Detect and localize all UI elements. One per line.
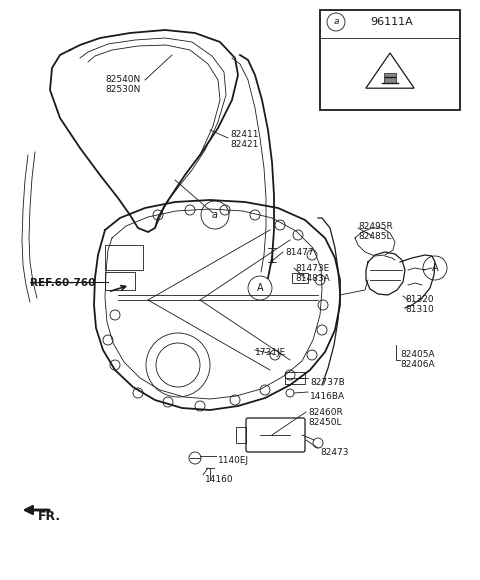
Text: 82405A
82406A: 82405A 82406A [400, 350, 434, 369]
Text: 82411
82421: 82411 82421 [230, 130, 259, 150]
Text: 1416BA: 1416BA [310, 392, 345, 401]
Text: 82540N
82530N: 82540N 82530N [105, 75, 140, 95]
Text: 96111A: 96111A [370, 17, 413, 27]
Text: A: A [257, 283, 264, 293]
Text: 1731JE: 1731JE [255, 348, 286, 357]
Bar [292, 273, 308, 283]
Text: 81320
81310: 81320 81310 [405, 295, 434, 314]
Bar [320, 10, 460, 110]
Text: 82460R
82450L: 82460R 82450L [308, 408, 343, 427]
Text: A: A [432, 263, 438, 273]
Text: a: a [333, 17, 339, 27]
Text: 14160: 14160 [205, 475, 234, 484]
Bar [285, 372, 305, 384]
Text: 1140EJ: 1140EJ [218, 456, 249, 465]
Text: a: a [212, 210, 218, 220]
Bar [384, 73, 396, 83]
Text: 82737B: 82737B [310, 378, 345, 387]
Text: REF.60-760: REF.60-760 [30, 278, 96, 288]
Bar [105, 272, 135, 290]
Text: 82495R
82485L: 82495R 82485L [358, 222, 393, 241]
Bar [105, 245, 143, 270]
Text: 81473E
81483A: 81473E 81483A [295, 264, 330, 284]
Text: 81477: 81477 [285, 248, 313, 257]
Text: FR.: FR. [38, 510, 61, 523]
Text: 82473: 82473 [320, 448, 348, 457]
